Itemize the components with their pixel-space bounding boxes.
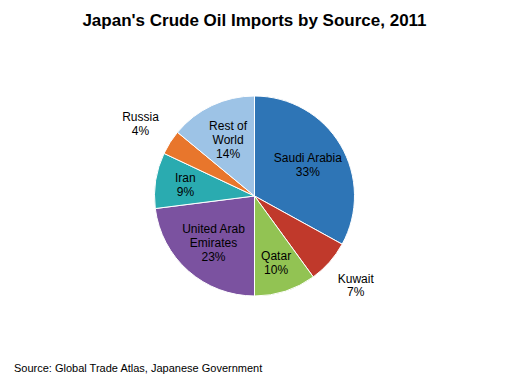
data-label: United ArabEmirates23% [182,222,245,264]
label-name: Kuwait [338,272,375,286]
label-name: Qatar [261,249,291,263]
label-value: 7% [347,285,365,299]
pie-slice [255,196,314,296]
label-value: 4% [132,124,150,138]
source-note: Source: Global Trade Atlas, Japanese Gov… [14,362,262,374]
label-name: Emirates [190,236,237,250]
label-name: World [213,133,244,147]
data-label: Saudi Arabia33% [274,151,342,179]
pie [155,96,355,296]
data-labels: Saudi Arabia33% Kuwait7% Qatar10% United Ar… [122,110,374,299]
chart-title: Japan's Crude Oil Imports by Source, 201… [82,11,426,30]
label-value: 14% [216,147,240,161]
data-label: Rest ofWorld14% [209,119,248,161]
label-value: 23% [201,250,225,264]
data-label: Kuwait7% [338,272,375,300]
label-name: Iran [175,171,196,185]
data-label: Iran9% [175,171,196,199]
label-value: 9% [177,185,195,199]
data-label: Qatar10% [261,249,291,277]
chart-svg: Japan's Crude Oil Imports by Source, 201… [0,0,509,380]
pie-slice [155,196,254,296]
label-value: 10% [264,263,288,277]
data-label: Russia4% [122,110,159,138]
label-name: Russia [122,110,159,124]
label-name: Saudi Arabia [274,151,342,165]
label-name: United Arab [182,222,245,236]
label-name: Rest of [209,119,248,133]
label-value: 33% [296,165,320,179]
